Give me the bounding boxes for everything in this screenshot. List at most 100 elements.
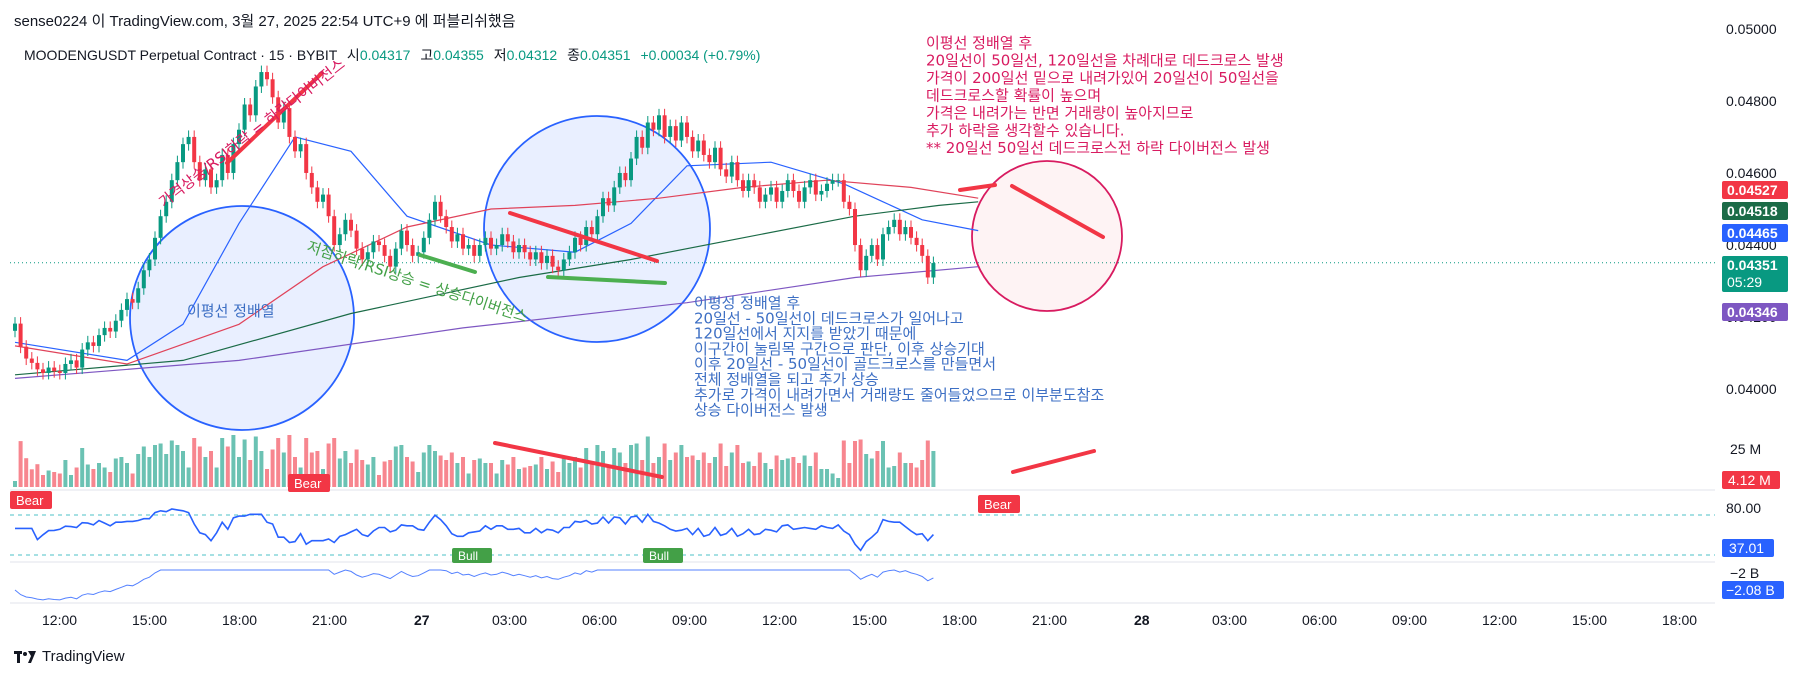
candle-body (427, 219, 432, 238)
volume-bar (925, 440, 930, 487)
candle-body (472, 245, 477, 256)
candle-body (326, 194, 331, 217)
candle-body (892, 219, 897, 228)
volume-bar (561, 458, 566, 487)
time-axis-label: 15:00 (852, 612, 887, 628)
volume-bar (24, 458, 29, 487)
candle-body (500, 234, 505, 246)
volume-bar (147, 457, 152, 487)
volume-bar (505, 464, 510, 487)
time-axis-label: 27 (414, 612, 430, 628)
volume-bar (668, 460, 673, 487)
note-top-right-line: 데드크로스할 확률이 높으며 (926, 87, 1101, 105)
time-axis-label: 06:00 (582, 612, 617, 628)
candle-body (690, 136, 695, 152)
candle-body (578, 237, 583, 246)
divergence-line (958, 183, 997, 192)
volume-bar (337, 458, 342, 487)
volume-bar (825, 469, 829, 487)
obv-axis-tick: −2 B (1730, 565, 1759, 581)
note-top-right-line: 이평선 정배열 후 (926, 34, 1032, 52)
volume-bar (197, 446, 202, 487)
low-value: 0.04312 (506, 47, 558, 63)
divergence-line (1011, 449, 1096, 474)
candle-body (253, 86, 258, 116)
volume-bar (690, 455, 695, 487)
candle-body (293, 136, 297, 152)
volume-bar (819, 469, 824, 487)
volume-bar (203, 457, 208, 487)
candle-body (640, 136, 645, 148)
candle-body (85, 342, 90, 350)
volume-bar (304, 438, 309, 487)
time-axis-label: 06:00 (1302, 612, 1337, 628)
candle-body (802, 187, 807, 202)
volume-bar (377, 475, 381, 487)
candle-body (757, 187, 762, 202)
symbol-name[interactable]: MOODENGUSDT Perpetual Contract · 15 · BY… (24, 47, 338, 63)
tradingview-brand[interactable]: TradingView (14, 648, 125, 665)
volume-bar (841, 440, 846, 487)
candle-body (113, 320, 118, 332)
candle-body (119, 309, 124, 321)
candle-body (617, 172, 622, 188)
divergence-line (546, 275, 667, 285)
price-tag-text: 0.04518 (1727, 203, 1778, 219)
volume-bar (589, 464, 594, 487)
volume-bar (858, 439, 863, 487)
candle-body (528, 252, 533, 260)
candle-body (791, 180, 796, 191)
volume-bar (707, 463, 712, 487)
volume-bar (903, 463, 908, 487)
candle-body (69, 360, 73, 364)
volume-bar (528, 466, 533, 487)
volume-bar (539, 457, 544, 487)
candle-body (399, 230, 404, 249)
price-axis-label: 0.05000 (1726, 21, 1777, 37)
divergence-line (493, 441, 664, 479)
note-middle-line: 20일선 - 50일선이 데드크로스가 일어나고 (694, 309, 964, 327)
candle-body (561, 259, 566, 271)
rsi-tag-text: 37.01 (1729, 540, 1764, 556)
volume-bar (175, 445, 180, 487)
bear-tag-text: Bear (16, 493, 44, 508)
candle-body (825, 183, 829, 191)
volume-bar (673, 452, 678, 487)
volume-bar (802, 455, 807, 487)
tradingview-logo-icon (14, 651, 36, 664)
candle-body (220, 154, 225, 181)
volume-bar (601, 451, 605, 487)
candle-body (214, 180, 219, 188)
price-tag-box (1722, 303, 1788, 321)
note-top-right-line: 가격은 내려가는 반면 거래량이 높아지므로 (926, 104, 1194, 122)
candle-body (197, 162, 202, 181)
time-axis-label: 18:00 (942, 612, 977, 628)
volume-bar (489, 463, 493, 487)
volume-bar (584, 448, 589, 487)
volume-bar (192, 438, 197, 487)
obv-line (14, 569, 934, 601)
candle-body (57, 371, 62, 373)
volume-bar (237, 457, 241, 487)
candle-body (931, 263, 936, 278)
price-axis-label: 0.04600 (1726, 165, 1777, 181)
candle-body (405, 230, 409, 246)
volume-bar (629, 445, 633, 487)
candle-body (192, 136, 197, 163)
chart-canvas[interactable]: 0.050000.048000.046000.044000.042000.040… (0, 0, 1815, 640)
candle-body (287, 108, 292, 137)
volume-bar (718, 443, 723, 487)
candle-body (785, 180, 790, 191)
candle-body (29, 358, 34, 363)
annotation-circle (129, 205, 355, 431)
candle-body (494, 245, 499, 249)
volume-bar (186, 467, 191, 487)
volume-bar (225, 446, 230, 487)
volume-bar (287, 435, 292, 487)
volume-bar (623, 463, 628, 487)
candle-body (813, 180, 818, 195)
volume-bar (332, 438, 337, 487)
candle-body (769, 187, 773, 195)
volume-bar (46, 470, 51, 487)
